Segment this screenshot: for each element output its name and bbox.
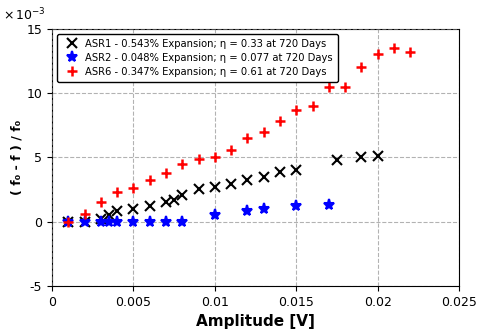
ASR1 - 0.543% Expansion; η = 0.33 at 720 Days <box>261 174 267 178</box>
ASR2 - 0.048% Expansion; η = 0.077 at 720 Days <box>82 219 88 223</box>
ASR6 - 0.347% Expansion; η = 0.61 at 720 Days <box>261 129 267 133</box>
ASR6 - 0.347% Expansion; η = 0.61 at 720 Days <box>244 136 250 140</box>
ASR6 - 0.347% Expansion; η = 0.61 at 720 Days <box>98 200 104 204</box>
ASR1 - 0.543% Expansion; η = 0.33 at 720 Days <box>212 185 218 189</box>
ASR1 - 0.543% Expansion; η = 0.33 at 720 Days <box>98 217 104 221</box>
ASR2 - 0.048% Expansion; η = 0.077 at 720 Days <box>65 219 71 223</box>
ASR2 - 0.048% Expansion; η = 0.077 at 720 Days <box>244 209 250 213</box>
ASR1 - 0.543% Expansion; η = 0.33 at 720 Days <box>147 204 152 208</box>
ASR6 - 0.347% Expansion; η = 0.61 at 720 Days <box>163 171 169 175</box>
Y-axis label: ( f₀ - f ) / f₀: ( f₀ - f ) / f₀ <box>11 120 24 195</box>
ASR2 - 0.048% Expansion; η = 0.077 at 720 Days <box>180 219 185 223</box>
ASR6 - 0.347% Expansion; η = 0.61 at 720 Days <box>228 148 234 152</box>
Legend: ASR1 - 0.543% Expansion; η = 0.33 at 720 Days, ASR2 - 0.048% Expansion; η = 0.07: ASR1 - 0.543% Expansion; η = 0.33 at 720… <box>57 34 337 82</box>
ASR6 - 0.347% Expansion; η = 0.61 at 720 Days <box>310 104 316 108</box>
ASR1 - 0.543% Expansion; η = 0.33 at 720 Days <box>131 207 136 211</box>
ASR6 - 0.347% Expansion; η = 0.61 at 720 Days <box>277 119 283 123</box>
ASR1 - 0.543% Expansion; η = 0.33 at 720 Days <box>334 158 340 162</box>
ASR1 - 0.543% Expansion; η = 0.33 at 720 Days <box>106 213 112 217</box>
ASR2 - 0.048% Expansion; η = 0.077 at 720 Days <box>212 213 218 217</box>
ASR6 - 0.347% Expansion; η = 0.61 at 720 Days <box>65 219 71 223</box>
ASR1 - 0.543% Expansion; η = 0.33 at 720 Days <box>180 193 185 197</box>
ASR1 - 0.543% Expansion; η = 0.33 at 720 Days <box>65 219 71 223</box>
ASR6 - 0.347% Expansion; η = 0.61 at 720 Days <box>408 50 413 54</box>
ASR6 - 0.347% Expansion; η = 0.61 at 720 Days <box>114 190 120 194</box>
ASR6 - 0.347% Expansion; η = 0.61 at 720 Days <box>391 46 397 50</box>
ASR2 - 0.048% Expansion; η = 0.077 at 720 Days <box>326 203 332 207</box>
ASR2 - 0.048% Expansion; η = 0.077 at 720 Days <box>131 219 136 223</box>
Line: ASR6 - 0.347% Expansion; η = 0.61 at 720 Days: ASR6 - 0.347% Expansion; η = 0.61 at 720… <box>63 43 415 226</box>
ASR2 - 0.048% Expansion; η = 0.077 at 720 Days <box>261 207 267 211</box>
ASR2 - 0.048% Expansion; η = 0.077 at 720 Days <box>147 219 152 223</box>
ASR6 - 0.347% Expansion; η = 0.61 at 720 Days <box>82 212 88 216</box>
ASR6 - 0.347% Expansion; η = 0.61 at 720 Days <box>359 65 364 69</box>
ASR1 - 0.543% Expansion; η = 0.33 at 720 Days <box>163 200 169 204</box>
ASR1 - 0.543% Expansion; η = 0.33 at 720 Days <box>359 155 364 159</box>
ASR6 - 0.347% Expansion; η = 0.61 at 720 Days <box>326 85 332 89</box>
ASR1 - 0.543% Expansion; η = 0.33 at 720 Days <box>228 182 234 186</box>
ASR6 - 0.347% Expansion; η = 0.61 at 720 Days <box>196 157 201 161</box>
ASR1 - 0.543% Expansion; η = 0.33 at 720 Days <box>114 209 120 213</box>
ASR1 - 0.543% Expansion; η = 0.33 at 720 Days <box>293 168 299 172</box>
ASR2 - 0.048% Expansion; η = 0.077 at 720 Days <box>106 219 112 223</box>
ASR1 - 0.543% Expansion; η = 0.33 at 720 Days <box>196 187 201 192</box>
Line: ASR2 - 0.048% Expansion; η = 0.077 at 720 Days: ASR2 - 0.048% Expansion; η = 0.077 at 72… <box>63 199 334 227</box>
X-axis label: Amplitude [V]: Amplitude [V] <box>196 314 315 329</box>
ASR2 - 0.048% Expansion; η = 0.077 at 720 Days <box>114 219 120 223</box>
ASR1 - 0.543% Expansion; η = 0.33 at 720 Days <box>82 219 88 223</box>
ASR6 - 0.347% Expansion; η = 0.61 at 720 Days <box>131 186 136 190</box>
ASR6 - 0.347% Expansion; η = 0.61 at 720 Days <box>293 108 299 112</box>
ASR2 - 0.048% Expansion; η = 0.077 at 720 Days <box>293 204 299 208</box>
ASR6 - 0.347% Expansion; η = 0.61 at 720 Days <box>180 162 185 166</box>
ASR2 - 0.048% Expansion; η = 0.077 at 720 Days <box>98 219 104 223</box>
ASR6 - 0.347% Expansion; η = 0.61 at 720 Days <box>147 178 152 182</box>
Line: ASR1 - 0.543% Expansion; η = 0.33 at 720 Days: ASR1 - 0.543% Expansion; η = 0.33 at 720… <box>63 151 382 226</box>
Text: $\times\,10^{-3}$: $\times\,10^{-3}$ <box>3 7 46 24</box>
ASR1 - 0.543% Expansion; η = 0.33 at 720 Days <box>375 154 380 158</box>
ASR1 - 0.543% Expansion; η = 0.33 at 720 Days <box>277 170 283 174</box>
ASR6 - 0.347% Expansion; η = 0.61 at 720 Days <box>375 52 380 56</box>
ASR1 - 0.543% Expansion; η = 0.33 at 720 Days <box>244 178 250 182</box>
ASR2 - 0.048% Expansion; η = 0.077 at 720 Days <box>163 219 169 223</box>
ASR1 - 0.543% Expansion; η = 0.33 at 720 Days <box>171 198 177 202</box>
ASR6 - 0.347% Expansion; η = 0.61 at 720 Days <box>342 85 348 89</box>
ASR6 - 0.347% Expansion; η = 0.61 at 720 Days <box>212 155 218 159</box>
